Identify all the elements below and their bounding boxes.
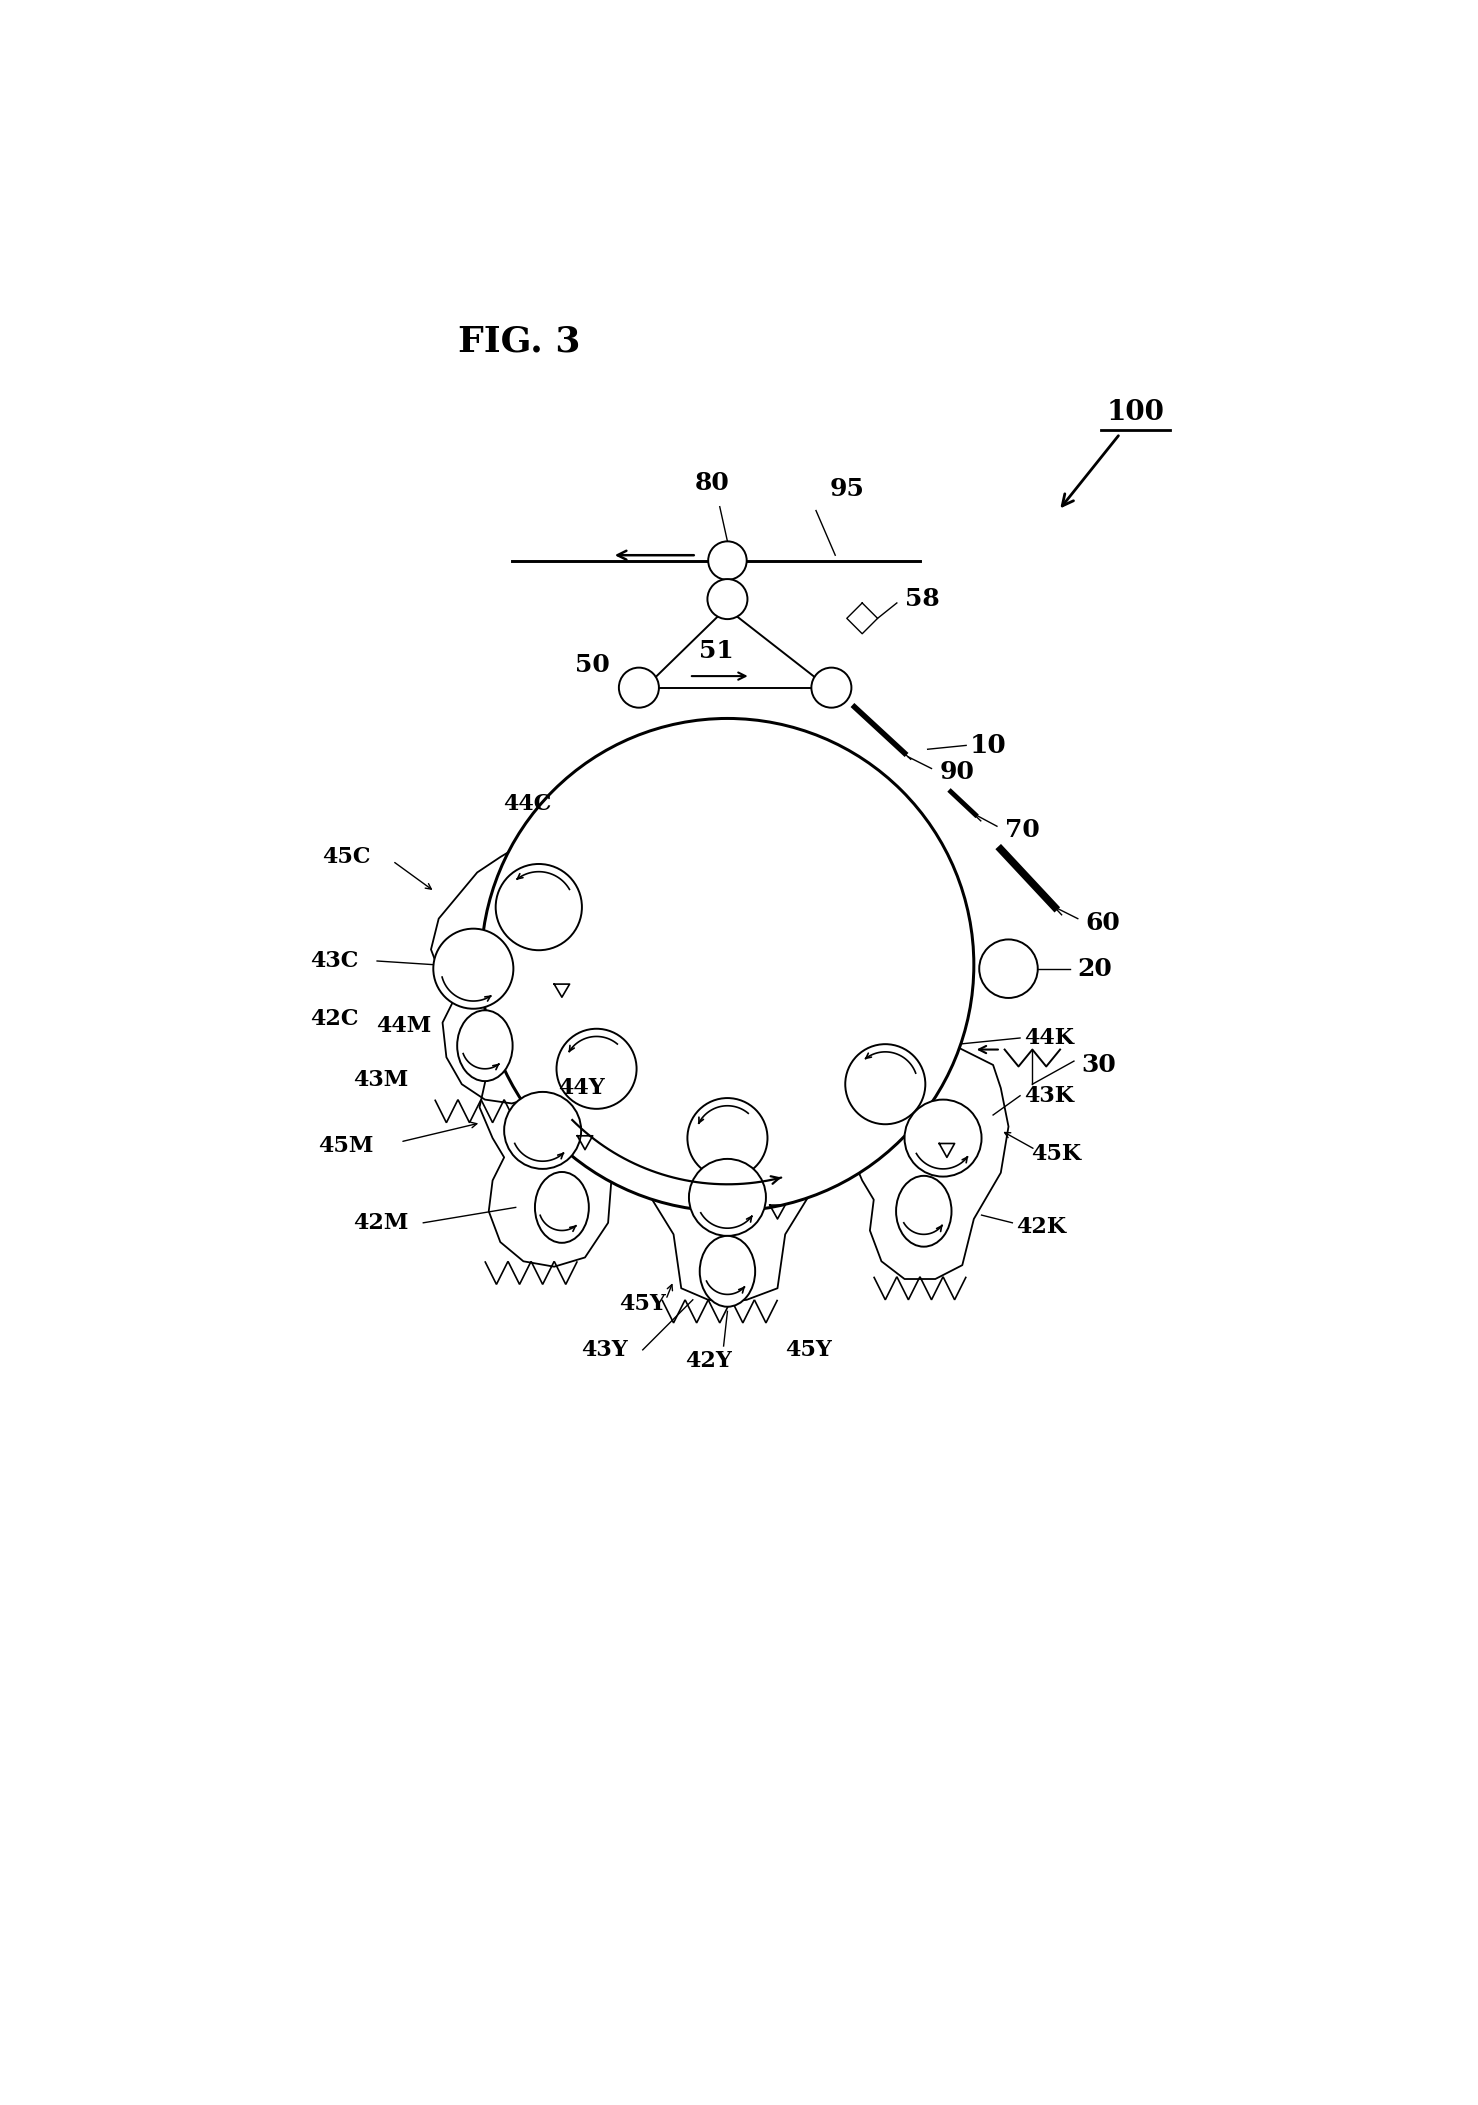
Text: 51: 51: [699, 640, 733, 663]
Text: 44K: 44K: [1024, 1027, 1075, 1048]
Ellipse shape: [535, 1172, 588, 1242]
Circle shape: [619, 667, 659, 707]
Text: 45C: 45C: [322, 846, 371, 867]
Text: 50: 50: [575, 653, 610, 676]
Text: 44C: 44C: [503, 794, 551, 815]
Text: 42M: 42M: [353, 1212, 408, 1234]
Text: 45K: 45K: [1032, 1143, 1082, 1164]
Circle shape: [689, 1160, 766, 1236]
Text: 58: 58: [905, 587, 940, 610]
Text: 30: 30: [1082, 1052, 1116, 1078]
Text: 45Y: 45Y: [785, 1339, 832, 1360]
Text: 43K: 43K: [1024, 1084, 1075, 1107]
Circle shape: [687, 1099, 767, 1179]
Text: 95: 95: [829, 476, 865, 501]
Text: 42Y: 42Y: [684, 1351, 732, 1372]
Circle shape: [708, 579, 748, 619]
Text: 10: 10: [970, 733, 1007, 758]
Text: 45M: 45M: [319, 1135, 374, 1158]
Ellipse shape: [457, 1010, 513, 1082]
Circle shape: [980, 939, 1038, 998]
Text: 45Y: 45Y: [619, 1292, 667, 1316]
Circle shape: [845, 1044, 925, 1124]
Text: 42K: 42K: [1017, 1217, 1066, 1238]
Circle shape: [557, 1029, 637, 1109]
Text: 90: 90: [939, 760, 974, 785]
Circle shape: [495, 863, 582, 949]
Text: 60: 60: [1085, 911, 1120, 935]
Circle shape: [708, 541, 746, 579]
Text: 20: 20: [1077, 956, 1113, 981]
Circle shape: [433, 928, 513, 1008]
Text: 43C: 43C: [310, 949, 359, 973]
Text: 43M: 43M: [353, 1069, 408, 1090]
Circle shape: [811, 667, 851, 707]
Text: 43Y: 43Y: [581, 1339, 628, 1360]
Ellipse shape: [896, 1177, 952, 1246]
Text: 70: 70: [1005, 819, 1039, 842]
Ellipse shape: [699, 1236, 755, 1307]
Text: 44Y: 44Y: [557, 1078, 605, 1099]
Circle shape: [480, 718, 974, 1210]
Circle shape: [905, 1099, 981, 1177]
Text: FIG. 3: FIG. 3: [458, 324, 581, 358]
Text: 80: 80: [695, 472, 730, 495]
Text: 42C: 42C: [310, 1008, 359, 1029]
Circle shape: [504, 1092, 581, 1168]
Text: 44M: 44M: [377, 1015, 432, 1038]
Text: 100: 100: [1107, 398, 1165, 425]
